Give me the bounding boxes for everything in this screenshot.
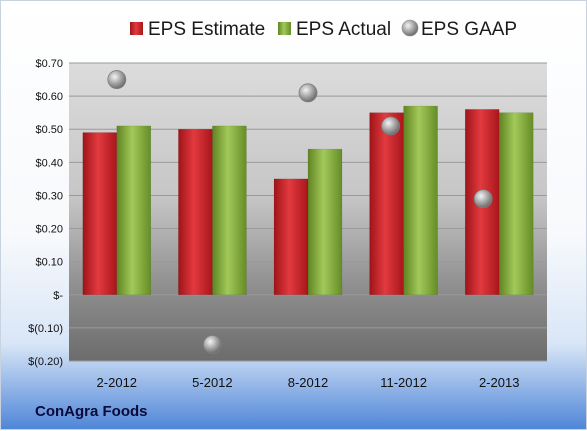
company-label: ConAgra Foods <box>35 403 148 420</box>
legend-swatch-eps-estimate <box>130 22 143 35</box>
x-tick-label: 8-2012 <box>288 375 328 390</box>
y-axis-ticks: $0.70 $0.60 $0.50 $0.40 $0.30 $0.20 $0.10 $- $(0… <box>28 58 63 368</box>
eps-gaap-marker <box>107 70 127 89</box>
eps-actual-bar <box>403 105 438 296</box>
y-tick-label: $0.10 <box>35 257 63 269</box>
eps-estimate-bar <box>273 178 309 296</box>
x-tick-label: 2-2012 <box>97 375 137 390</box>
eps-actual-bar <box>212 125 247 296</box>
gaap-markers <box>107 70 493 354</box>
eps-gaap-marker <box>298 83 318 103</box>
y-tick-label: $0.40 <box>35 157 63 169</box>
bars <box>82 105 534 296</box>
eps-estimate-bar <box>178 128 213 296</box>
legend-label-eps-actual: EPS Actual <box>296 19 391 40</box>
x-tick-label: 11-2012 <box>380 375 427 390</box>
y-tick-label: $0.30 <box>35 190 63 202</box>
legend-swatch-eps-actual <box>278 22 291 35</box>
y-tick-label: $0.50 <box>35 124 63 136</box>
x-axis-categories: 2-2012 5-2012 8-2012 11-2012 2-2013 <box>97 375 520 390</box>
x-tick-label: 2-2013 <box>479 375 519 390</box>
legend-label-eps-gaap: EPS GAAP <box>421 19 517 40</box>
eps-estimate-bar <box>82 132 118 296</box>
eps-gaap-marker <box>202 335 222 354</box>
legend-label-eps-estimate: EPS Estimate <box>148 19 265 40</box>
eps-gaap-marker <box>473 189 493 209</box>
y-tick-label: $0.70 <box>35 58 63 70</box>
y-tick-label: $(0.20) <box>28 356 63 368</box>
eps-gaap-marker <box>381 116 401 136</box>
eps-actual-bar <box>116 125 152 296</box>
y-tick-label: $(0.10) <box>28 323 63 335</box>
legend-swatch-eps-gaap <box>401 19 419 37</box>
y-tick-label: $0.60 <box>35 91 63 103</box>
y-tick-label: $- <box>53 290 63 302</box>
x-tick-label: 5-2012 <box>192 375 232 390</box>
eps-actual-bar <box>307 148 343 296</box>
legend: EPS Estimate EPS Actual EPS GAAP <box>130 19 517 40</box>
eps-estimate-bar <box>369 112 404 296</box>
y-tick-label: $0.20 <box>35 224 63 236</box>
eps-actual-bar <box>498 112 534 296</box>
